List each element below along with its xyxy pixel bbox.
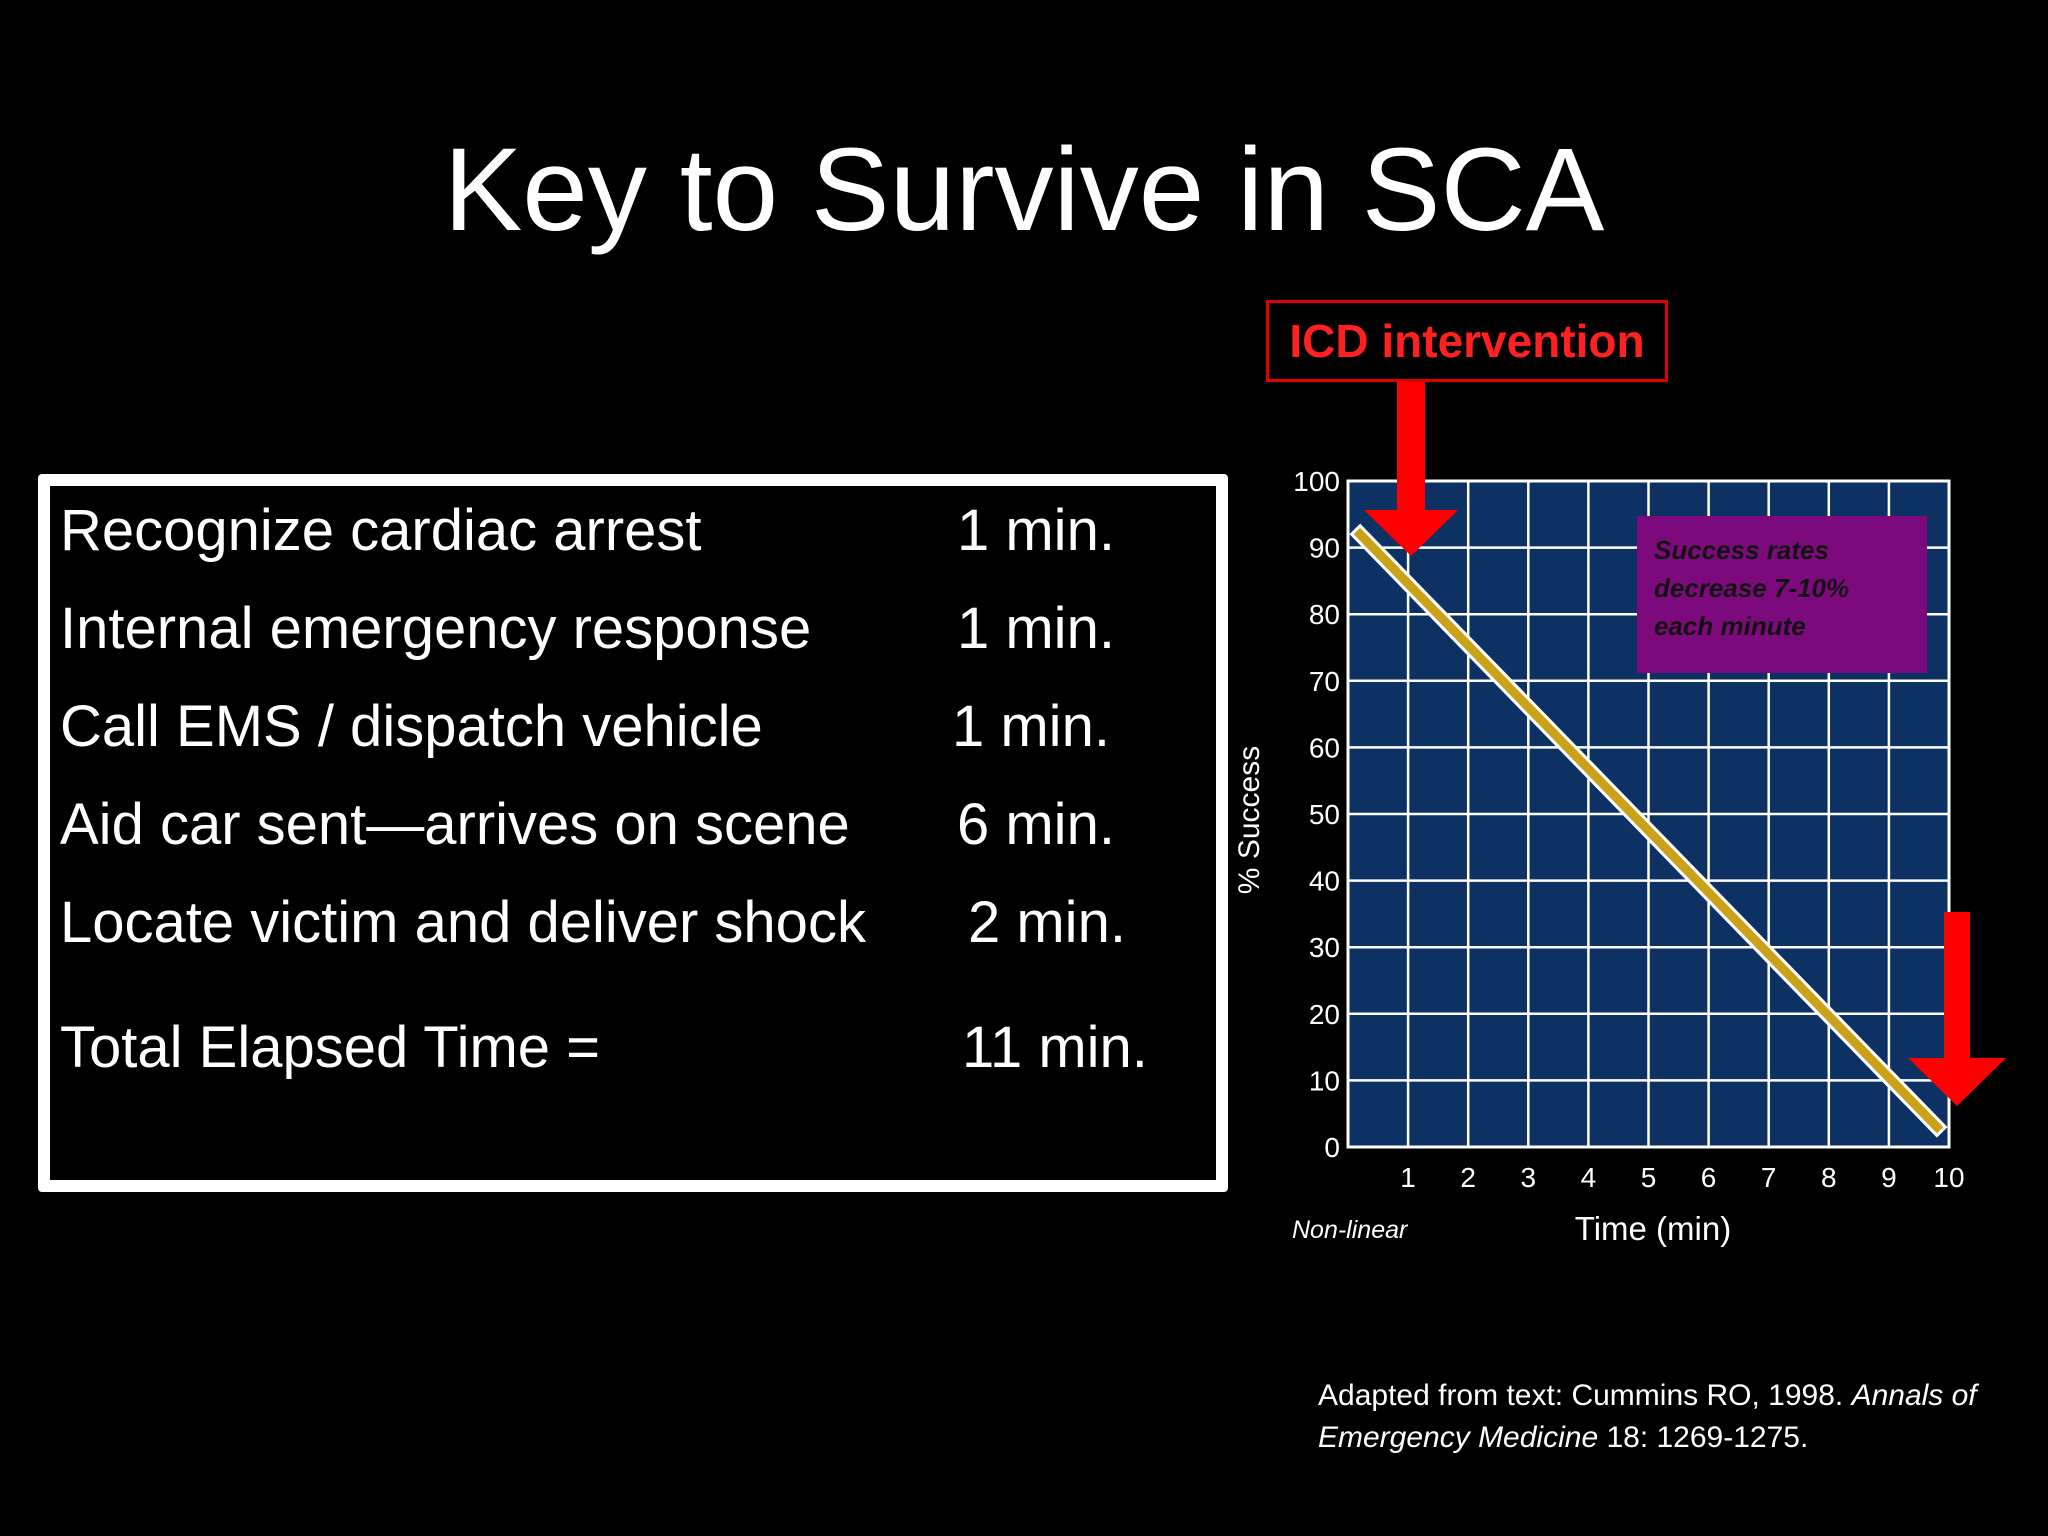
x-tick-label: 6 <box>1701 1162 1717 1193</box>
timing-row-value: 6 min. <box>957 792 1115 857</box>
y-tick-label: 0 <box>1324 1132 1340 1163</box>
citation-journal-b: Emergency Medicine <box>1318 1421 1599 1454</box>
annotation-box <box>1637 516 1927 673</box>
x-axis-title: Time (min) <box>1575 1210 1731 1247</box>
timing-row-value: 1 min. <box>957 498 1115 563</box>
x-tick-label: 7 <box>1761 1162 1777 1193</box>
end-arrow-icon <box>1908 912 2006 1106</box>
icd-intervention-label: ICD intervention <box>1266 300 1668 382</box>
y-tick-label: 50 <box>1309 799 1340 830</box>
x-tick-label: 5 <box>1641 1162 1657 1193</box>
x-axis-note: Non-linear <box>1292 1216 1409 1244</box>
timing-row-label: Call EMS / dispatch vehicle <box>60 694 763 759</box>
slide-title: Key to Survive in SCA <box>443 124 1605 256</box>
x-tick-label: 2 <box>1460 1162 1476 1193</box>
timing-row-label: Internal emergency response <box>60 596 812 661</box>
y-tick-label: 100 <box>1293 466 1340 497</box>
y-tick-label: 20 <box>1309 999 1340 1030</box>
icd-arrow-icon <box>1364 382 1458 556</box>
y-tick-label: 90 <box>1309 533 1340 564</box>
series-line <box>1353 527 1944 1134</box>
y-tick-label: 60 <box>1309 732 1340 763</box>
x-tick-label: 10 <box>1933 1162 1964 1193</box>
timing-row-label: Recognize cardiac arrest <box>60 498 702 563</box>
x-tick-label: 3 <box>1521 1162 1537 1193</box>
total-time-label: Total Elapsed Time = <box>60 1015 601 1080</box>
timing-row-value: 2 min. <box>968 890 1126 955</box>
x-tick-label: 4 <box>1581 1162 1597 1193</box>
y-tick-label: 80 <box>1309 599 1340 630</box>
citation-prefix: Adapted from text: Cummins RO, 1998. <box>1318 1379 1852 1412</box>
y-tick-label: 40 <box>1309 866 1340 897</box>
citation-journal-a: Annals of <box>1851 1379 1977 1412</box>
y-tick-label: 10 <box>1309 1065 1340 1096</box>
annotation-text: Success rates <box>1654 535 1829 565</box>
x-tick-label: 9 <box>1881 1162 1897 1193</box>
timing-row-value: 1 min. <box>957 596 1115 661</box>
timing-row-label: Locate victim and deliver shock <box>60 890 866 955</box>
citation-suffix: 18: 1269-1275. <box>1598 1421 1809 1454</box>
timing-row-label: Aid car sent—arrives on scene <box>60 792 850 857</box>
y-tick-label: 70 <box>1309 666 1340 697</box>
timing-row-value: 1 min. <box>952 694 1110 759</box>
timing-table-box <box>38 474 1228 1192</box>
x-tick-label: 1 <box>1400 1162 1416 1193</box>
citation: Adapted from text: Cummins RO, 1998. Ann… <box>1318 1375 1977 1459</box>
annotation-text: each minute <box>1654 611 1806 641</box>
y-tick-label: 30 <box>1309 932 1340 963</box>
annotation-text: decrease 7-10% <box>1654 573 1849 603</box>
total-time-value: 11 min. <box>962 1015 1148 1080</box>
x-tick-label: 8 <box>1821 1162 1837 1193</box>
y-axis-title: % Success <box>1233 746 1266 894</box>
plot-frame <box>1346 479 1951 1149</box>
